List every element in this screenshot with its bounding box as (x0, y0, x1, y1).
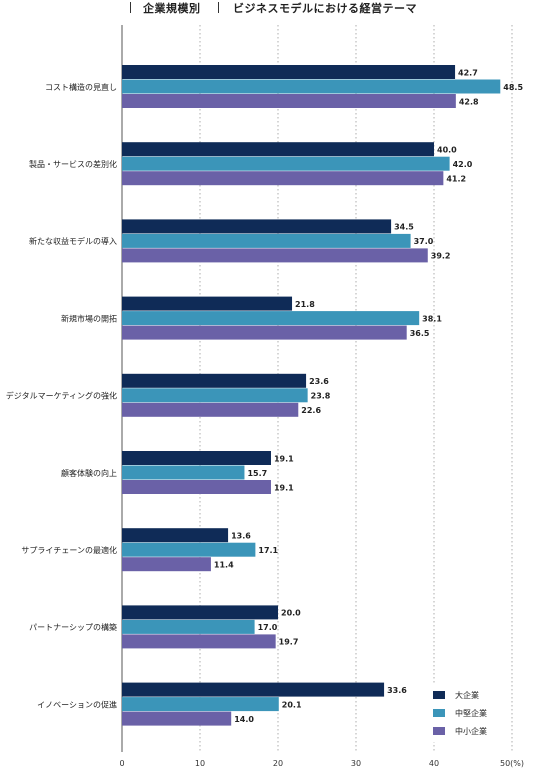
bar (122, 557, 211, 572)
category-label: 新たな収益モデルの導入 (29, 236, 117, 246)
data-label: 19.7 (279, 638, 299, 647)
bar (122, 634, 276, 649)
legend-label: 中小企業 (455, 726, 487, 736)
header-divider (218, 2, 219, 13)
data-label: 20.0 (281, 609, 301, 618)
data-label: 42.8 (459, 97, 479, 106)
bar (122, 94, 456, 108)
bar (122, 711, 232, 726)
legend-label: 大企業 (455, 690, 479, 700)
bar (122, 528, 229, 543)
bar (122, 219, 392, 234)
data-label: 34.5 (394, 223, 414, 232)
data-label: 39.2 (431, 252, 451, 261)
data-label: 42.7 (458, 68, 478, 77)
x-tick-label: 10 (195, 759, 205, 768)
bar (122, 697, 279, 712)
category-label: サプライチェーンの最適化 (21, 545, 117, 555)
data-label: 41.2 (446, 174, 466, 183)
bar (122, 542, 256, 557)
bar (122, 388, 308, 403)
bar (122, 465, 245, 480)
data-label: 19.1 (274, 483, 294, 492)
legend-swatch (433, 709, 445, 717)
legend-swatch (433, 691, 445, 699)
data-label: 33.6 (387, 686, 407, 695)
data-label: 36.5 (410, 329, 430, 338)
data-label: 21.8 (295, 300, 315, 309)
data-label: 17.1 (258, 546, 278, 555)
category-label: イノベーションの促進 (37, 699, 117, 709)
bar (122, 156, 450, 171)
x-tick-label: 30 (351, 759, 361, 768)
bar (122, 296, 293, 311)
legend-label: 中堅企業 (455, 708, 487, 718)
bar (122, 65, 456, 79)
bar (122, 171, 444, 186)
category-label: パートナーシップの構築 (29, 622, 117, 632)
header-divider (130, 2, 131, 13)
data-label: 37.0 (414, 237, 434, 246)
bar (122, 480, 271, 494)
bar (122, 248, 428, 263)
x-tick-label: 0 (119, 759, 124, 768)
bar (122, 142, 434, 157)
data-label: 42.0 (453, 160, 473, 169)
header-category: 企業規模別 (143, 2, 201, 15)
x-tick-label: 50(%) (500, 759, 524, 768)
category-label: デジタルマーケティングの強化 (6, 391, 117, 401)
bar (122, 233, 411, 248)
x-tick-label: 40 (429, 759, 439, 768)
category-label: 製品・サービスの差別化 (29, 159, 117, 169)
data-label: 15.7 (247, 469, 267, 478)
data-label: 19.1 (274, 454, 294, 463)
bar (122, 682, 385, 697)
data-label: 11.4 (214, 560, 234, 569)
data-label: 20.1 (282, 700, 302, 709)
bar (122, 311, 420, 326)
bar (122, 619, 255, 634)
data-label: 23.8 (311, 392, 331, 401)
data-label: 13.6 (231, 531, 251, 540)
bar (122, 402, 299, 417)
data-label: 40.0 (437, 145, 457, 154)
x-tick-label: 20 (273, 759, 283, 768)
category-label: 顧客体験の向上 (61, 468, 117, 478)
bar (122, 79, 501, 94)
bar (122, 451, 271, 465)
chart-header: 企業規模別 ビジネスモデルにおける経営テーマ (0, 0, 536, 20)
header-subject: ビジネスモデルにおける経営テーマ (233, 2, 417, 15)
bar (122, 373, 307, 388)
data-label: 17.0 (258, 623, 278, 632)
bar (122, 325, 407, 340)
legend-swatch (433, 727, 445, 735)
data-label: 48.5 (503, 83, 523, 92)
data-label: 22.6 (301, 406, 321, 415)
data-label: 14.0 (234, 715, 254, 724)
data-label: 38.1 (422, 314, 442, 323)
data-label: 23.6 (309, 377, 329, 386)
category-label: 新規市場の開拓 (61, 313, 117, 323)
bar (122, 605, 278, 620)
category-label: コスト構造の見直し (45, 82, 117, 92)
